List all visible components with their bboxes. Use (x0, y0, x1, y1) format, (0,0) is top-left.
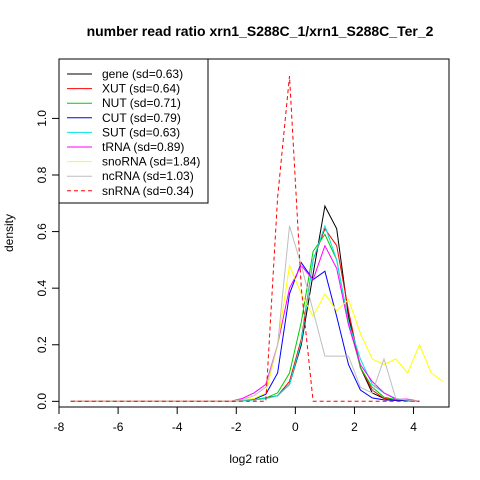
series-line-gene (70, 204, 420, 402)
legend-label: CUT (sd=0.79) (102, 111, 181, 125)
x-axis-label: log2 ratio (229, 452, 279, 466)
series-lines (70, 75, 444, 402)
y-tick-label: 1.0 (35, 110, 49, 127)
y-axis: 0.0 0.2 0.4 0.6 0.8 1.0 (35, 110, 60, 410)
legend: gene (sd=0.63)XUT (sd=0.64)NUT (sd=0.71)… (58, 58, 209, 204)
x-tick-label: -6 (113, 420, 124, 434)
y-tick-label: 0.4 (35, 280, 49, 297)
series-line-nut (70, 233, 420, 402)
legend-label: ncRNA (sd=1.03) (102, 169, 194, 183)
x-tick-label: 2 (351, 420, 358, 434)
series-line-cut (70, 261, 420, 402)
series-line-snrna (70, 75, 420, 402)
legend-label: SUT (sd=0.63) (102, 125, 180, 139)
series-line-xut (70, 227, 420, 402)
y-tick-label: 0.0 (35, 393, 49, 410)
legend-label: snoRNA (sd=1.84) (102, 155, 200, 169)
chart-title: number read ratio xrn1_S288C_1/xrn1_S288… (87, 23, 434, 39)
legend-box (58, 58, 209, 204)
legend-label: NUT (sd=0.71) (102, 96, 181, 110)
x-tick-label: 4 (410, 420, 417, 434)
series-line-snorna (70, 263, 444, 402)
legend-label: gene (sd=0.63) (102, 67, 183, 81)
x-tick-label: 0 (292, 420, 299, 434)
y-tick-label: 0.8 (35, 166, 49, 183)
x-tick-label: -4 (172, 420, 183, 434)
legend-label: snRNA (sd=0.34) (102, 184, 194, 198)
legend-label: XUT (sd=0.64) (102, 82, 180, 96)
x-tick-label: -8 (54, 420, 65, 434)
series-line-trna (70, 244, 420, 402)
x-axis: -8 -6 -4 -2 0 2 4 (54, 406, 417, 434)
y-tick-label: 0.2 (35, 336, 49, 353)
series-line-ncrna (70, 225, 420, 402)
y-axis-label: density (2, 214, 16, 252)
y-tick-label: 0.6 (35, 223, 49, 240)
legend-label: tRNA (sd=0.89) (102, 140, 184, 154)
x-tick-label: -2 (231, 420, 242, 434)
